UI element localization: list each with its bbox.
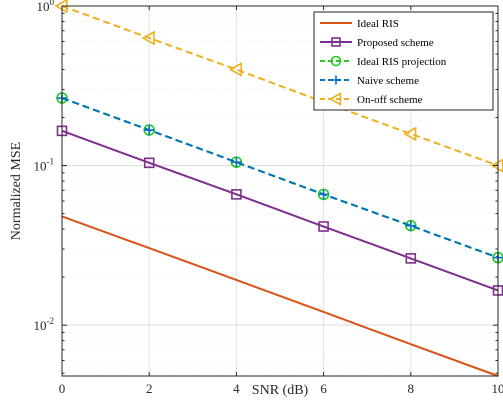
- ticks: 0 2 4 6 8 10 10-2 10-1 100: [34, 0, 503, 396]
- plus-marker: [231, 157, 242, 168]
- y-tick-label: 100: [37, 0, 55, 14]
- x-tick-label: 10: [492, 381, 503, 396]
- legend-label: Naive scheme: [357, 75, 419, 87]
- legend: Ideal RIS Proposed scheme Ideal RIS projec…: [313, 11, 494, 111]
- triangle-left-marker: [328, 92, 342, 106]
- series-ideal-ris: [61, 215, 499, 377]
- square-marker: [231, 189, 242, 200]
- square-marker: [405, 253, 417, 264]
- legend-entry: Naive scheme: [320, 75, 419, 87]
- legend-label: Ideal RIS projection: [357, 56, 447, 68]
- legend-label: Proposed scheme: [357, 37, 434, 49]
- legend-entry: On-off scheme: [320, 92, 423, 106]
- legend-box: [313, 11, 494, 111]
- legend-entry: Ideal RIS: [320, 18, 399, 30]
- x-axis-label: SNR (dB): [252, 383, 309, 398]
- plot-frame: [61, 5, 499, 377]
- square-marker: [143, 157, 155, 169]
- legend-entry: Ideal RIS projection: [320, 55, 447, 68]
- square-marker: [318, 221, 329, 232]
- x-tick-label: 6: [320, 381, 327, 396]
- series-layer: [54, 0, 503, 377]
- x-tick-label: 4: [233, 381, 240, 396]
- series-line: [61, 215, 499, 377]
- legend-label: On-off scheme: [357, 94, 423, 106]
- y-axis-label: Normalized MSE: [9, 142, 24, 240]
- plus-marker: [331, 75, 341, 85]
- circle-marker: [330, 55, 342, 67]
- y-tick-label: 10-2: [34, 316, 55, 333]
- series-line: [61, 97, 499, 259]
- plus-marker: [144, 125, 155, 136]
- triangle-left-marker: [141, 30, 155, 46]
- x-tick-label: 2: [146, 381, 153, 396]
- plus-marker: [318, 189, 329, 200]
- series-line: [61, 129, 499, 292]
- legend-entry: Proposed scheme: [320, 37, 434, 49]
- y-tick-label: 10-1: [34, 157, 55, 174]
- x-tick-label: 0: [59, 381, 66, 396]
- plus-marker: [405, 220, 416, 231]
- x-tick-label: 8: [408, 381, 415, 396]
- series-line: [61, 5, 499, 167]
- square-marker: [331, 37, 341, 47]
- legend-label: Ideal RIS: [357, 18, 399, 30]
- triangle-left-marker: [228, 62, 242, 77]
- triangle-left-marker: [403, 126, 417, 142]
